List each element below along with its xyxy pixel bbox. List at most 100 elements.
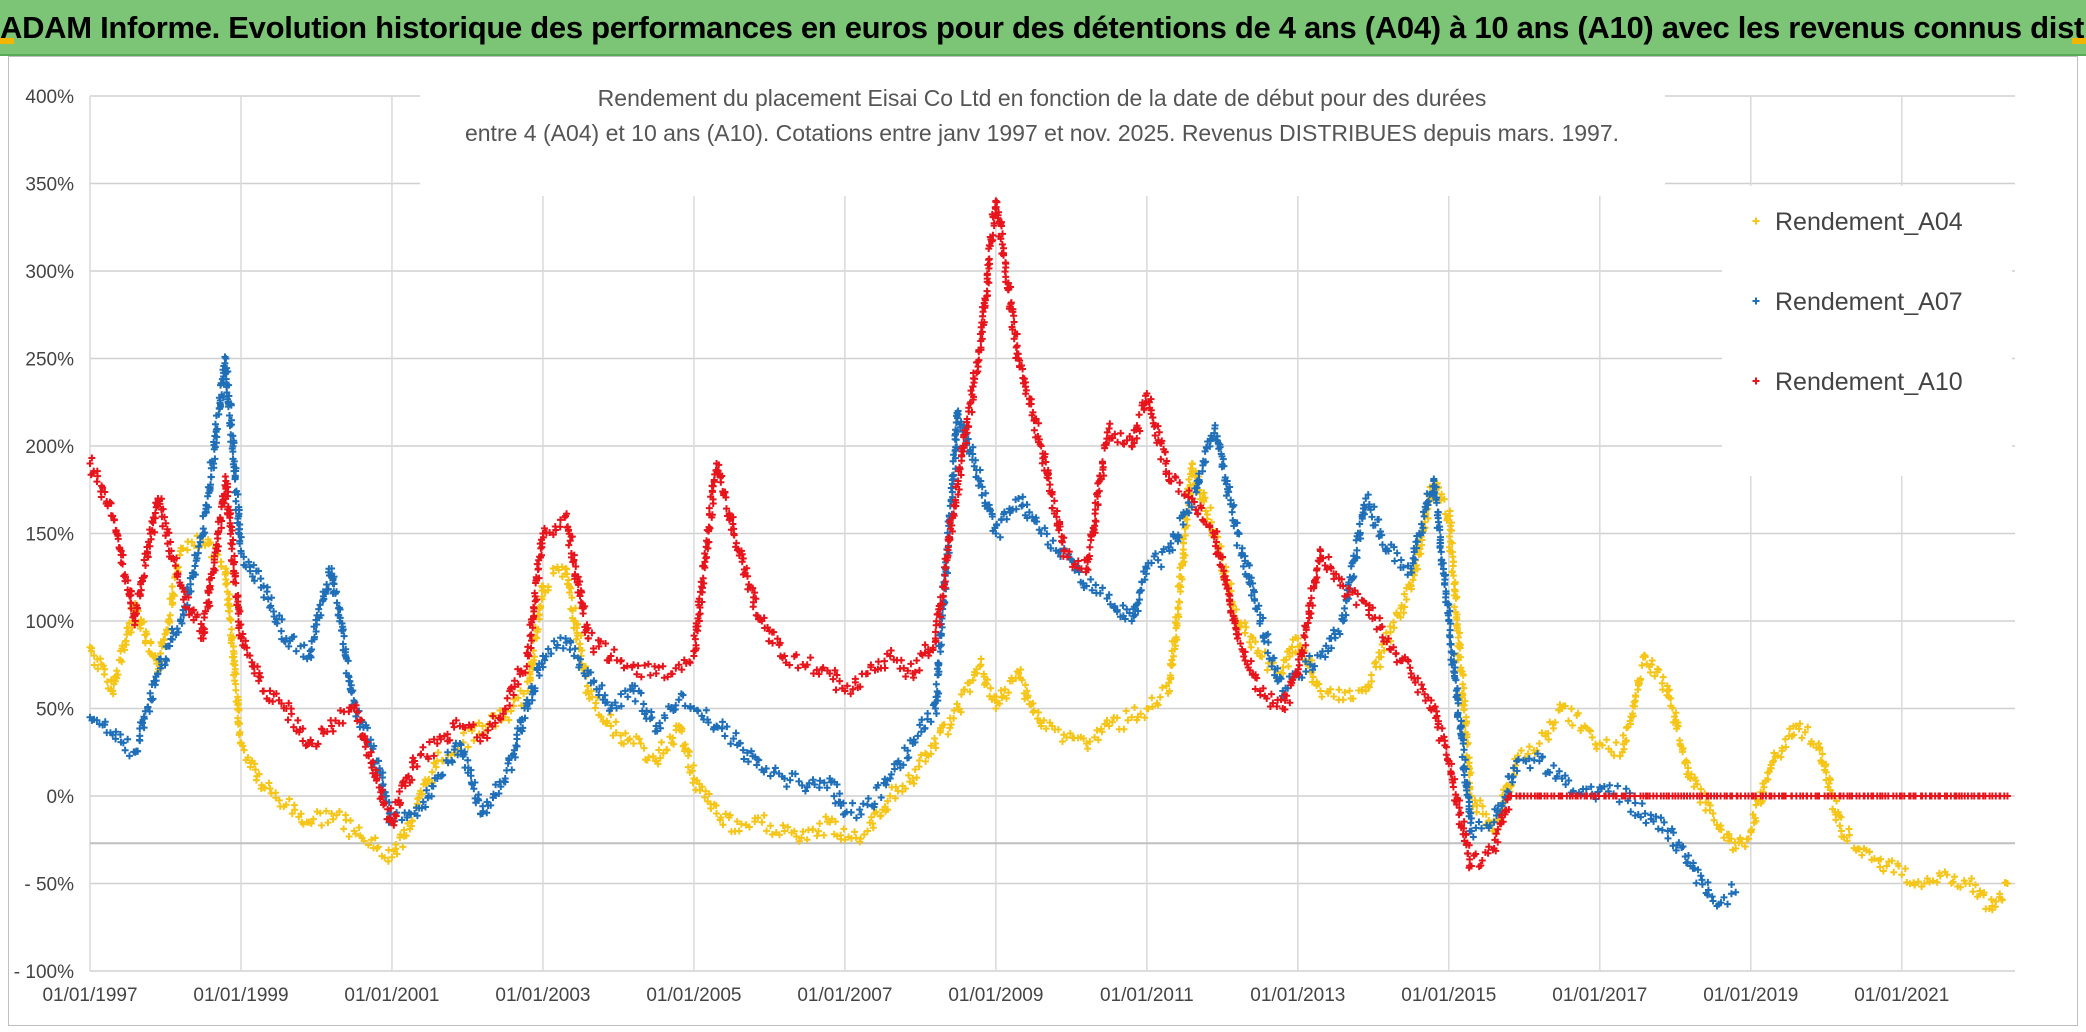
data-point	[803, 661, 811, 669]
data-point	[131, 621, 139, 629]
data-point	[1507, 782, 1515, 790]
data-point	[1133, 434, 1141, 442]
data-point	[1045, 474, 1053, 482]
data-point	[986, 242, 994, 250]
data-point	[1332, 570, 1340, 578]
data-point	[1741, 843, 1749, 851]
data-point	[1263, 695, 1271, 703]
data-point	[1736, 835, 1744, 843]
data-point	[1253, 605, 1261, 613]
data-point	[364, 841, 372, 849]
data-point	[1411, 679, 1419, 687]
data-point	[1413, 538, 1421, 546]
data-point	[911, 766, 919, 774]
data-point	[1562, 781, 1570, 789]
data-point	[311, 633, 319, 641]
data-point	[328, 570, 336, 578]
data-point	[1241, 552, 1249, 560]
data-point	[1469, 833, 1477, 841]
data-point	[1354, 590, 1362, 598]
data-point	[1295, 655, 1303, 663]
data-point	[290, 723, 298, 731]
data-point	[831, 818, 839, 826]
data-point	[701, 793, 709, 801]
data-point	[223, 579, 231, 587]
data-point	[1325, 553, 1333, 561]
data-point	[1453, 624, 1461, 632]
data-point	[265, 779, 273, 787]
data-point	[285, 795, 293, 803]
data-point	[1102, 441, 1110, 449]
data-point	[288, 810, 296, 818]
data-point	[277, 699, 285, 707]
data-point	[101, 718, 109, 726]
data-point	[602, 639, 610, 647]
data-point	[911, 738, 919, 746]
data-point	[531, 592, 539, 600]
data-point	[1105, 425, 1113, 432]
data-point	[471, 778, 479, 786]
data-point	[1253, 674, 1261, 682]
data-point	[877, 793, 885, 801]
data-point	[542, 652, 550, 660]
data-point	[1327, 563, 1334, 571]
data-point	[1054, 726, 1062, 734]
data-point	[749, 603, 757, 611]
data-point	[1010, 318, 1018, 326]
data-point	[1710, 816, 1718, 824]
data-point	[717, 814, 725, 822]
data-point	[1692, 879, 1700, 887]
data-point	[1376, 663, 1384, 671]
data-point	[1667, 694, 1675, 702]
data-point	[620, 740, 628, 748]
data-point	[727, 740, 735, 748]
data-point	[794, 664, 802, 672]
data-point	[1626, 717, 1634, 725]
data-point	[1654, 825, 1662, 833]
data-point	[884, 797, 892, 805]
data-point	[1375, 648, 1383, 656]
data-point	[1365, 611, 1373, 619]
data-point	[392, 812, 400, 820]
data-point	[605, 657, 613, 665]
data-point	[1754, 796, 1762, 804]
data-point	[851, 828, 859, 836]
data-point	[1003, 515, 1011, 523]
data-point	[263, 588, 271, 596]
data-point	[375, 757, 383, 765]
data-point	[528, 696, 536, 704]
data-point	[1190, 498, 1198, 506]
data-point	[1460, 706, 1468, 714]
data-point	[1697, 785, 1705, 793]
data-point	[1770, 749, 1778, 757]
data-point	[331, 589, 339, 597]
data-point	[1049, 537, 1057, 545]
data-point	[1260, 637, 1268, 645]
data-point	[211, 455, 219, 463]
data-point	[1561, 702, 1569, 710]
data-point	[981, 296, 989, 304]
data-point	[1179, 535, 1187, 543]
data-point	[582, 626, 590, 634]
data-point	[564, 526, 572, 534]
data-point	[955, 485, 963, 493]
data-point	[538, 593, 546, 601]
data-point	[527, 637, 535, 645]
data-point	[1704, 886, 1712, 894]
data-point	[1181, 551, 1189, 559]
data-point	[340, 825, 348, 833]
data-point	[348, 688, 356, 696]
data-point	[1461, 756, 1469, 764]
data-point	[147, 535, 155, 543]
data-point	[1002, 259, 1010, 267]
data-point	[1233, 519, 1241, 527]
data-point	[649, 752, 657, 760]
data-point	[1341, 688, 1349, 696]
data-point	[1264, 649, 1272, 657]
data-point	[1305, 652, 1313, 660]
data-point	[505, 716, 513, 724]
data-point	[475, 791, 483, 799]
data-point	[1751, 814, 1759, 822]
data-point	[224, 488, 232, 496]
data-point	[1243, 660, 1251, 668]
